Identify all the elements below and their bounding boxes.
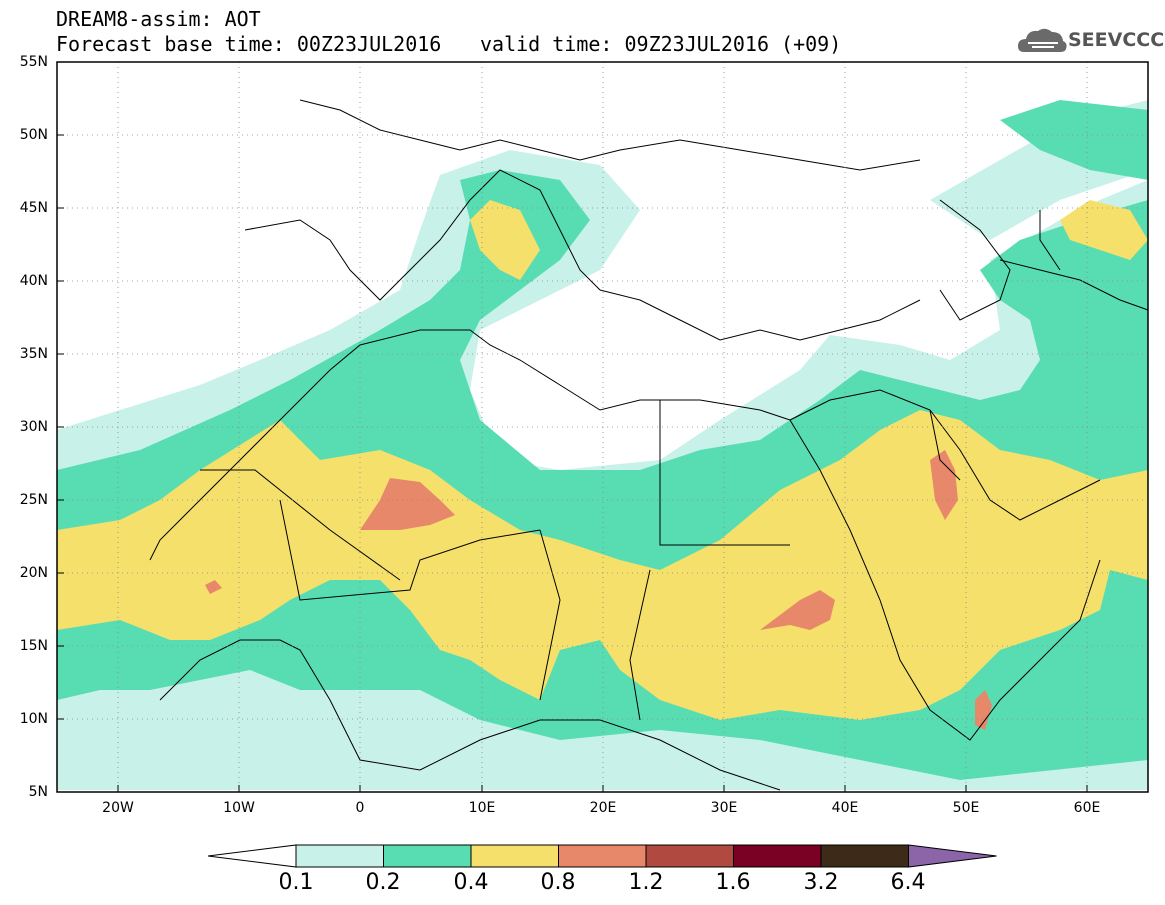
forecast-base-time: Forecast base time: 00Z23JUL2016 bbox=[56, 32, 442, 56]
lat-label: 25N bbox=[19, 492, 48, 508]
colorbar-label: 0.2 bbox=[365, 870, 401, 895]
lat-label: 15N bbox=[19, 638, 48, 654]
colorbar-label: 6.4 bbox=[890, 870, 926, 895]
cloud-logo-icon bbox=[1018, 28, 1067, 52]
lon-label: 20W bbox=[102, 800, 134, 816]
lat-label: 10N bbox=[19, 711, 48, 727]
lat-label: 5N bbox=[28, 784, 48, 800]
lat-label: 50N bbox=[19, 127, 48, 143]
lon-label: 50E bbox=[952, 800, 980, 816]
lat-label: 40N bbox=[19, 273, 48, 289]
colorbar-label: 3.2 bbox=[803, 870, 839, 895]
axis-ticks bbox=[57, 134, 1088, 792]
colorbar-label: 0.1 bbox=[278, 870, 314, 895]
lon-label: 10W bbox=[223, 800, 255, 816]
valid-time: valid time: 09Z23JUL2016 (+09) bbox=[480, 32, 842, 56]
lon-label: 60E bbox=[1073, 800, 1101, 816]
lon-label: 30E bbox=[710, 800, 738, 816]
lat-label: 30N bbox=[19, 419, 48, 435]
lat-label: 55N bbox=[19, 54, 48, 70]
lat-label: 20N bbox=[19, 565, 48, 581]
colorbar-label: 0.8 bbox=[540, 870, 576, 895]
colorbar-label: 0.4 bbox=[453, 870, 489, 895]
colorbar-label: 1.6 bbox=[715, 870, 751, 895]
country-borders bbox=[149, 99, 1148, 791]
colorbar-label: 1.2 bbox=[628, 870, 664, 895]
aot-band-0.4 bbox=[57, 200, 1148, 720]
aot-band-0.8 bbox=[205, 450, 992, 730]
logo-text: SEEVCCC bbox=[1068, 29, 1165, 51]
lon-label: 0 bbox=[355, 800, 365, 816]
lat-label: 45N bbox=[19, 200, 48, 216]
lon-label: 40E bbox=[831, 800, 859, 816]
lon-label: 10E bbox=[468, 800, 496, 816]
map-title: DREAM8-assim: AOT bbox=[56, 7, 261, 31]
graticule bbox=[57, 62, 1148, 792]
lat-label: 35N bbox=[19, 346, 48, 362]
lon-label: 20E bbox=[589, 800, 617, 816]
